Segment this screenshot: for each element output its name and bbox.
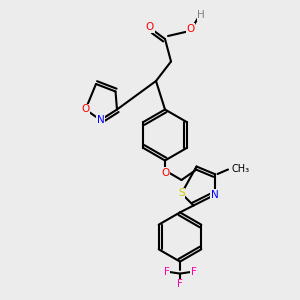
Text: O: O xyxy=(186,23,195,34)
Text: F: F xyxy=(164,267,169,277)
Text: H: H xyxy=(197,10,205,20)
Text: O: O xyxy=(161,167,169,178)
Text: F: F xyxy=(177,279,183,289)
Text: S: S xyxy=(178,188,185,199)
Text: N: N xyxy=(97,115,104,125)
Text: O: O xyxy=(146,22,154,32)
Text: F: F xyxy=(190,267,196,277)
Text: CH₃: CH₃ xyxy=(231,164,249,175)
Text: O: O xyxy=(81,104,90,115)
Text: N: N xyxy=(211,190,218,200)
